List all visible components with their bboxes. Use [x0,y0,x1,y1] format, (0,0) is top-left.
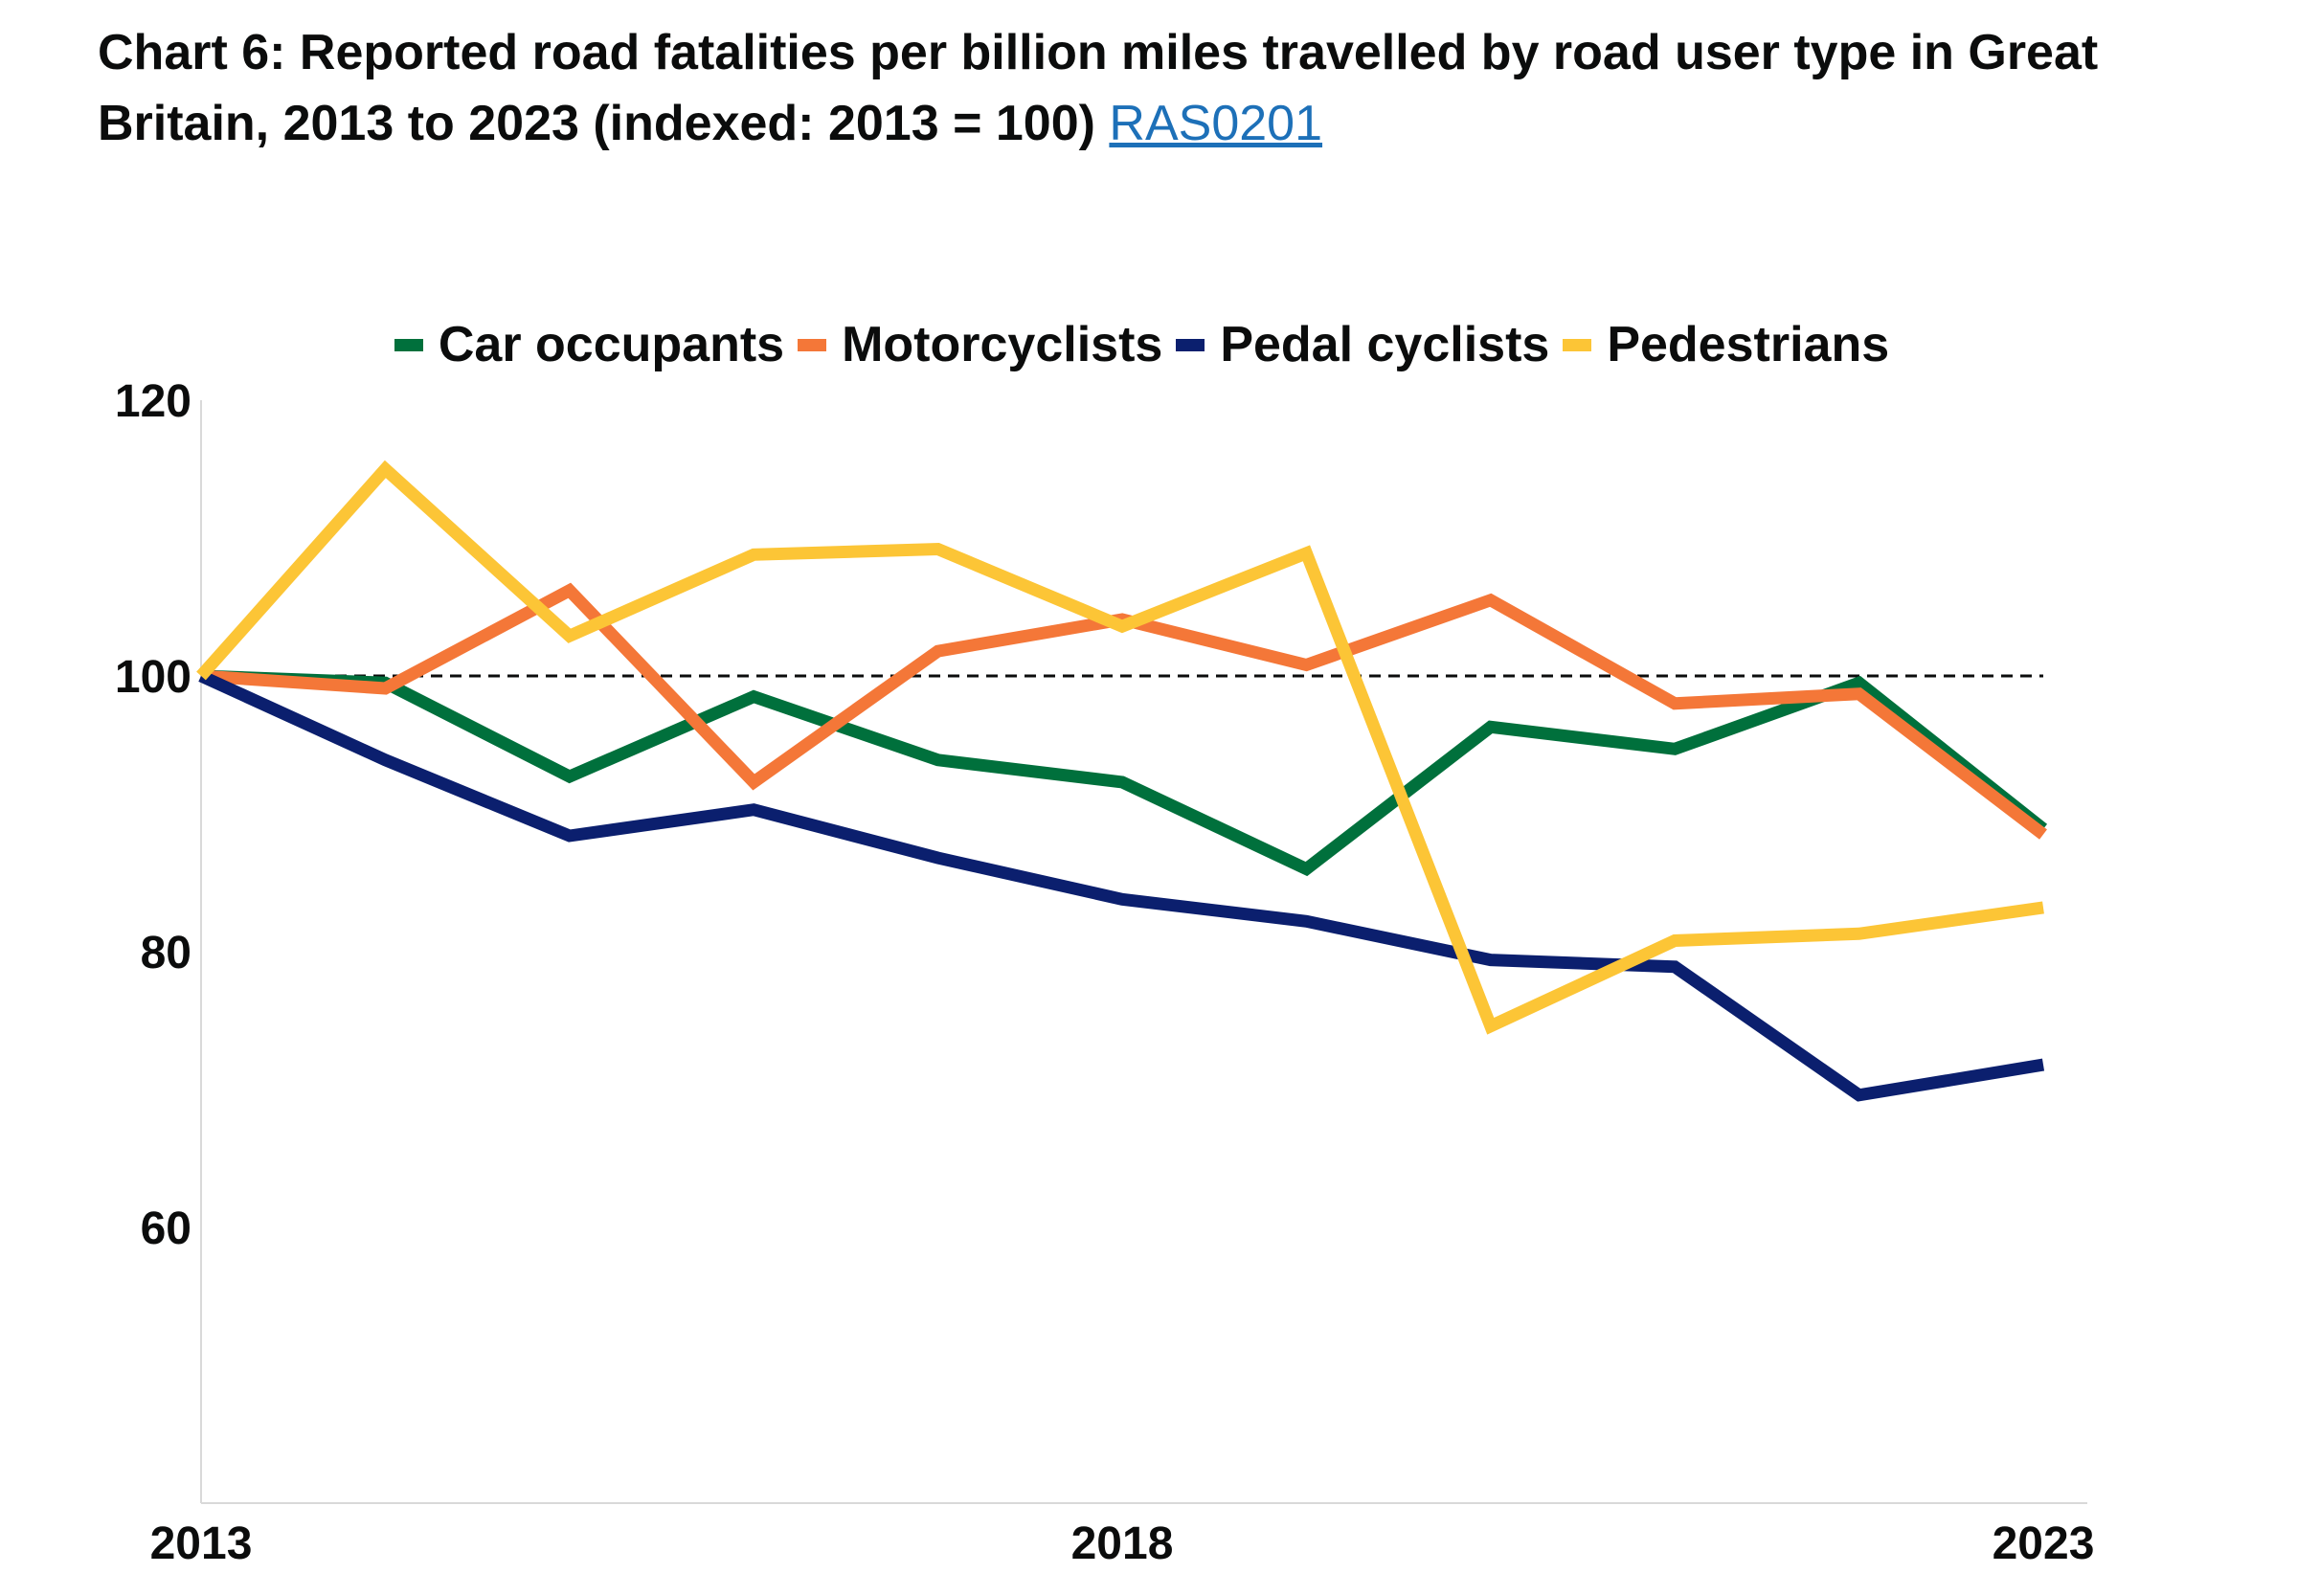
y-tick-label: 80 [141,928,191,978]
legend-label: Motorcyclists [842,317,1163,372]
y-tick-label: 100 [115,652,191,703]
legend-label: Car occupants [438,317,785,372]
series-line-car-occupants [200,669,2048,877]
legend-swatch [394,338,423,351]
chart-title: Chart 6: Reported road fatalities per bi… [98,17,2108,159]
x-tick-label: 2018 [1071,1518,1174,1569]
legend-label: Pedestrians [1607,317,1890,372]
y-tick-labels: 120 100 80 60 [115,376,191,1254]
legend-item-pedestrians: Pedestrians [1563,316,1889,373]
x-tick-label: 2013 [150,1518,253,1569]
legend-label: Pedal cyclists [1220,317,1550,372]
legend-swatch [1176,338,1205,351]
y-tick-label: 120 [115,376,191,427]
series-lines [196,460,2048,1102]
x-tick-labels: 2013 2018 2023 [150,1518,2095,1569]
y-tick-label: 60 [141,1203,191,1254]
series-line-motorcyclists [200,582,2047,840]
series-line-pedestrians [196,460,2044,1035]
legend-item-car-occupants: Car occupants [394,316,784,373]
chart-title-text: Chart 6: Reported road fatalities per bi… [98,25,2099,151]
legend-swatch [798,338,827,351]
legend-item-motorcyclists: Motorcyclists [798,316,1162,373]
x-tick-label: 2023 [1993,1518,2095,1569]
series-line-pedal-cyclists [198,670,2045,1102]
legend-item-pedal-cyclists: Pedal cyclists [1176,316,1549,373]
chart-legend: Car occupants Motorcyclists Pedal cyclis… [0,316,2297,373]
source-link[interactable]: RAS0201 [1109,96,1323,151]
legend-swatch [1563,338,1592,351]
